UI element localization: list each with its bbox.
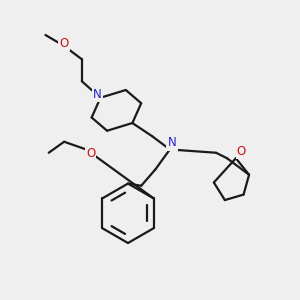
Text: O: O bbox=[86, 147, 95, 161]
Text: N: N bbox=[93, 88, 101, 101]
Text: O: O bbox=[59, 37, 69, 50]
Text: O: O bbox=[237, 145, 246, 158]
Text: N: N bbox=[168, 136, 176, 149]
